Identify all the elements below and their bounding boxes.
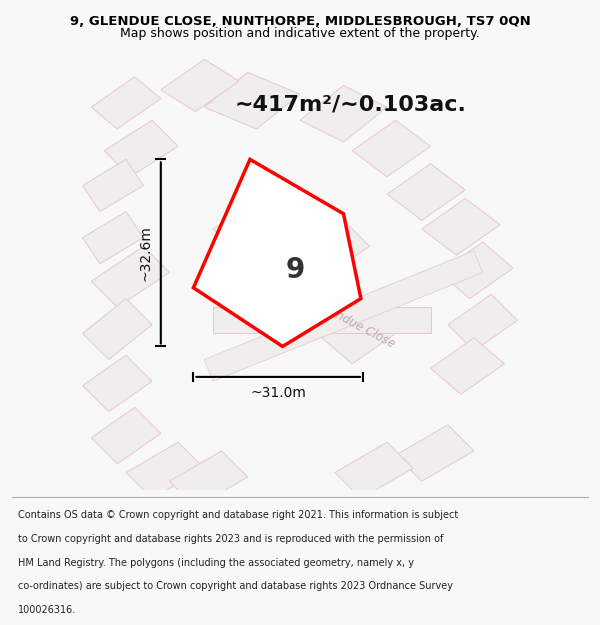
Text: Contains OS data © Crown copyright and database right 2021. This information is : Contains OS data © Crown copyright and d… xyxy=(18,510,458,520)
Text: ~31.0m: ~31.0m xyxy=(250,386,306,399)
Polygon shape xyxy=(91,246,169,308)
Polygon shape xyxy=(82,212,143,264)
Polygon shape xyxy=(213,194,300,255)
Polygon shape xyxy=(82,299,152,359)
Polygon shape xyxy=(126,442,204,499)
Text: to Crown copyright and database rights 2023 and is reproduced with the permissio: to Crown copyright and database rights 2… xyxy=(18,534,443,544)
Text: 100026316.: 100026316. xyxy=(18,605,76,615)
Polygon shape xyxy=(396,425,474,481)
Polygon shape xyxy=(204,251,483,381)
Polygon shape xyxy=(169,451,248,508)
Text: ~417m²/~0.103ac.: ~417m²/~0.103ac. xyxy=(235,94,467,114)
Polygon shape xyxy=(161,59,239,111)
Polygon shape xyxy=(82,355,152,412)
Polygon shape xyxy=(335,442,413,499)
Polygon shape xyxy=(91,408,161,464)
Polygon shape xyxy=(104,120,178,177)
Polygon shape xyxy=(82,159,143,212)
Polygon shape xyxy=(352,120,431,177)
Text: 9, GLENDUE CLOSE, NUNTHORPE, MIDDLESBROUGH, TS7 0QN: 9, GLENDUE CLOSE, NUNTHORPE, MIDDLESBROU… xyxy=(70,16,530,28)
Text: 9: 9 xyxy=(285,256,304,284)
Polygon shape xyxy=(422,199,500,255)
Polygon shape xyxy=(387,164,466,220)
Polygon shape xyxy=(439,242,513,299)
Polygon shape xyxy=(322,308,396,364)
Polygon shape xyxy=(448,294,517,351)
Polygon shape xyxy=(431,338,505,394)
Polygon shape xyxy=(300,86,387,142)
Polygon shape xyxy=(213,308,431,333)
Polygon shape xyxy=(91,77,161,129)
Text: Glendue Close: Glendue Close xyxy=(316,299,397,351)
Text: ~32.6m: ~32.6m xyxy=(138,225,152,281)
Text: Map shows position and indicative extent of the property.: Map shows position and indicative extent… xyxy=(120,27,480,39)
Polygon shape xyxy=(291,220,370,281)
Polygon shape xyxy=(204,72,300,129)
Polygon shape xyxy=(193,159,361,346)
Text: HM Land Registry. The polygons (including the associated geometry, namely x, y: HM Land Registry. The polygons (includin… xyxy=(18,558,414,568)
Text: co-ordinates) are subject to Crown copyright and database rights 2023 Ordnance S: co-ordinates) are subject to Crown copyr… xyxy=(18,581,453,591)
